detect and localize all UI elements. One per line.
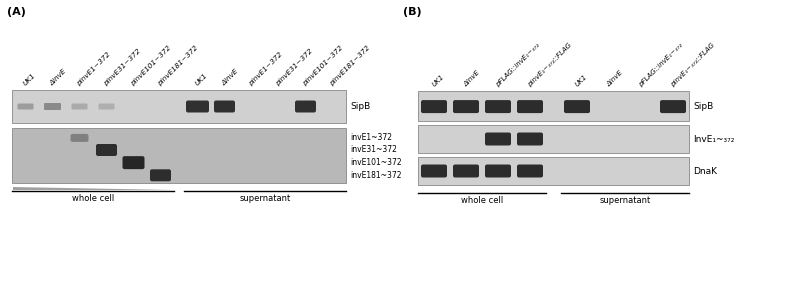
Text: pinvE₁~₃₇₂::FLAG: pinvE₁~₃₇₂::FLAG [526,42,573,88]
FancyBboxPatch shape [485,100,511,113]
Text: pinvE₁~₃₇₂::FLAG: pinvE₁~₃₇₂::FLAG [670,42,716,88]
FancyBboxPatch shape [98,104,114,110]
Text: pinvE31~372: pinvE31~372 [103,48,143,87]
Bar [418,125,689,153]
Text: ΔinvE: ΔinvE [606,70,624,88]
Text: UK1: UK1 [574,74,588,88]
FancyBboxPatch shape [517,100,543,113]
Text: pinvE1~372: pinvE1~372 [76,51,112,87]
Text: ΔinvE: ΔinvE [463,70,481,88]
FancyBboxPatch shape [660,100,686,113]
FancyBboxPatch shape [453,100,479,113]
Text: pinvE181~372: pinvE181~372 [158,45,199,87]
Text: UK1: UK1 [22,72,37,87]
FancyBboxPatch shape [44,103,61,110]
Text: whole cell: whole cell [72,194,114,203]
Text: invE181~372: invE181~372 [350,171,402,180]
FancyBboxPatch shape [17,104,34,110]
Polygon shape [13,187,173,190]
FancyBboxPatch shape [564,100,590,113]
Text: ΔinvE: ΔinvE [221,68,240,87]
FancyBboxPatch shape [122,156,144,169]
Text: pinvE31~372: pinvE31~372 [275,48,314,87]
Text: pinvE101~372: pinvE101~372 [130,45,173,87]
Text: pFLAG::invE₁~₃₇₂: pFLAG::invE₁~₃₇₂ [637,42,684,88]
Text: invE1~372: invE1~372 [350,133,392,142]
Text: invE31~372: invE31~372 [350,145,397,155]
Text: supernatant: supernatant [240,194,291,203]
Text: pinvE181~372: pinvE181~372 [329,45,372,87]
Text: DnaK: DnaK [693,166,717,175]
FancyBboxPatch shape [485,164,511,177]
Text: ΔinvE: ΔinvE [50,68,68,87]
FancyBboxPatch shape [96,144,117,156]
Text: invE101~372: invE101~372 [350,158,402,167]
Bar [418,91,689,121]
FancyBboxPatch shape [70,134,88,142]
FancyBboxPatch shape [517,132,543,145]
Text: supernatant: supernatant [600,196,651,205]
Bar [12,90,346,123]
Text: SipB: SipB [350,102,370,111]
FancyBboxPatch shape [214,100,235,113]
Text: (B): (B) [403,7,422,17]
Bar [12,128,346,183]
Text: pinvE1~372: pinvE1~372 [248,51,284,87]
Text: UK1: UK1 [431,74,445,88]
Text: pFLAG::invE₁~₃₇₂: pFLAG::invE₁~₃₇₂ [495,42,541,88]
FancyBboxPatch shape [485,132,511,145]
FancyBboxPatch shape [421,100,447,113]
FancyBboxPatch shape [72,104,87,110]
FancyBboxPatch shape [295,100,316,113]
Text: UK1: UK1 [195,72,209,87]
Text: (A): (A) [7,7,26,17]
Text: InvE₁~₃₇₂: InvE₁~₃₇₂ [693,134,734,143]
FancyBboxPatch shape [150,169,171,181]
FancyBboxPatch shape [421,164,447,177]
FancyBboxPatch shape [453,164,479,177]
Text: whole cell: whole cell [461,196,503,205]
FancyBboxPatch shape [186,100,209,113]
Bar [418,157,689,185]
Text: pinvE101~372: pinvE101~372 [303,45,344,87]
FancyBboxPatch shape [517,164,543,177]
Text: SipB: SipB [693,102,713,111]
